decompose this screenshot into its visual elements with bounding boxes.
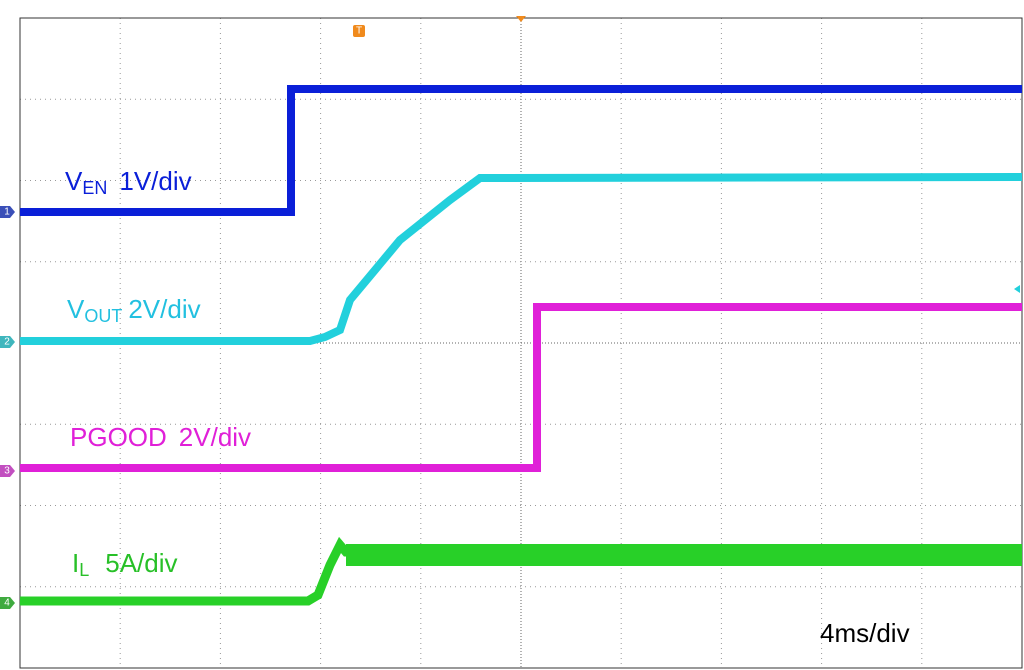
marker-text: 3	[4, 466, 10, 477]
label-sub: OUT	[84, 306, 122, 326]
trigger-badge	[353, 25, 365, 37]
marker-text: 2	[4, 337, 10, 348]
label-name: V	[65, 166, 83, 196]
label-sub: L	[79, 560, 89, 580]
label-name: I	[72, 548, 79, 578]
ven-trace	[20, 85, 1022, 216]
label-scale: 5A/div	[105, 548, 177, 578]
pgood-trace	[20, 303, 1022, 472]
vout-trace	[20, 173, 1023, 345]
label-scale: 2V/div	[128, 294, 200, 324]
label-name: V	[67, 294, 85, 324]
trigger-level	[1014, 285, 1020, 293]
trigger-text: T	[356, 26, 362, 37]
pgood-label: PGOOD 2V/div	[70, 422, 251, 452]
label-scale: 1V/div	[119, 166, 191, 196]
channel-marker: 2	[0, 336, 15, 348]
il-label: IL 5A/div	[72, 548, 178, 580]
il-ripple	[346, 544, 1022, 566]
channel-marker: 1	[0, 206, 15, 218]
ven-label: VEN 1V/div	[65, 166, 192, 198]
label-sub: EN	[82, 178, 107, 198]
marker-text: 1	[4, 207, 10, 218]
trigger-position	[516, 16, 526, 22]
marker-text: 4	[4, 598, 10, 609]
timebase: 4ms/div	[820, 618, 910, 648]
channel-marker: 3	[0, 465, 15, 477]
label-scale: 2V/div	[179, 422, 251, 452]
channel-marker: 4	[0, 597, 15, 609]
vout-label: VOUT 2V/div	[67, 294, 201, 326]
label-name: PGOOD	[70, 422, 167, 452]
